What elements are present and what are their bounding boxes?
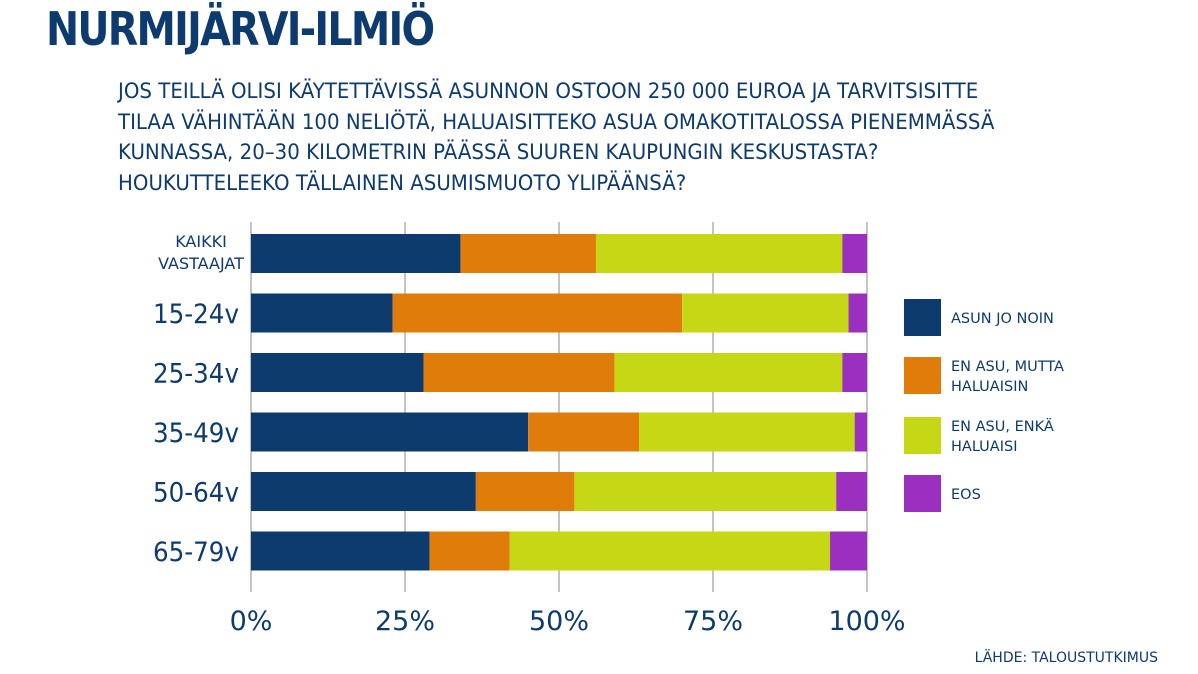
legend-label: EN ASU, ENKÄ	[951, 417, 1054, 435]
bar-segment	[842, 353, 867, 392]
bar-segment	[475, 472, 575, 511]
legend-swatch	[904, 417, 941, 454]
bar-segment	[251, 472, 476, 511]
bar-segment	[423, 353, 615, 392]
category-label: 65-79v	[153, 537, 239, 568]
legend-label: EOS	[951, 487, 981, 503]
x-tick-label: 75%	[683, 606, 743, 637]
bar-segment	[251, 293, 393, 333]
bar-segment	[251, 531, 430, 571]
legend-swatch	[904, 299, 941, 336]
bar-segment	[682, 293, 849, 333]
question-line: JOS TEILLÄ OLISI KÄYTETTÄVISSÄ ASUNNON O…	[118, 79, 979, 104]
bar-segment	[251, 353, 424, 392]
bar-segment	[836, 472, 867, 511]
bar-segment	[595, 234, 843, 273]
category-label: 25-34v	[153, 359, 239, 390]
question-line: TILAA VÄHINTÄÄN 100 NELIÖTÄ, HALUAISITTE…	[118, 109, 995, 135]
x-tick-label: 25%	[375, 606, 435, 637]
legend-label: HALUAISIN	[951, 379, 1028, 395]
bar-segment	[460, 234, 596, 273]
category-label: 15-24v	[153, 299, 239, 330]
bar-segment	[528, 412, 640, 452]
bar-segment	[842, 234, 867, 273]
category-label: VASTAAJAT	[158, 254, 244, 273]
legend-label: ASUN JO NOIN	[951, 311, 1054, 327]
x-tick-label: 50%	[529, 606, 589, 637]
legend-label: EN ASU, MUTTA	[951, 359, 1064, 375]
bar-segment	[848, 293, 867, 333]
bar-segment	[251, 412, 529, 452]
bar-segment	[854, 412, 867, 452]
x-tick-label: 100%	[828, 606, 905, 637]
bar-segment	[830, 531, 867, 571]
source-note: LÄHDE: TALOUSTUTKIMUS	[974, 650, 1158, 666]
legend-label: HALUAISI	[951, 439, 1017, 455]
category-label: KAIKKI	[175, 232, 227, 251]
legend-swatch	[904, 475, 941, 512]
question-line: KUNNASSA, 20–30 KILOMETRIN PÄÄSSÄ SUUREN…	[118, 140, 879, 165]
bar-segment	[639, 412, 855, 452]
survey-question: JOS TEILLÄ OLISI KÄYTETTÄVISSÄ ASUNNON O…	[118, 77, 1075, 199]
bar-segment	[251, 234, 461, 273]
bar-segment	[509, 531, 831, 571]
page-title: NURMIJÄRVI-ILMIÖ	[46, 2, 435, 56]
category-label: 50-64v	[153, 478, 239, 509]
bar-segment	[429, 531, 510, 571]
x-tick-label: 0%	[230, 606, 273, 637]
bar-segment	[392, 293, 683, 333]
bar-segment	[614, 353, 843, 392]
bar-segment	[574, 472, 837, 511]
question-line: HOUKUTTELEEKO TÄLLAINEN ASUMISMUOTO YLIP…	[118, 170, 687, 196]
legend-swatch	[904, 357, 941, 394]
category-label: 35-49v	[153, 418, 239, 449]
